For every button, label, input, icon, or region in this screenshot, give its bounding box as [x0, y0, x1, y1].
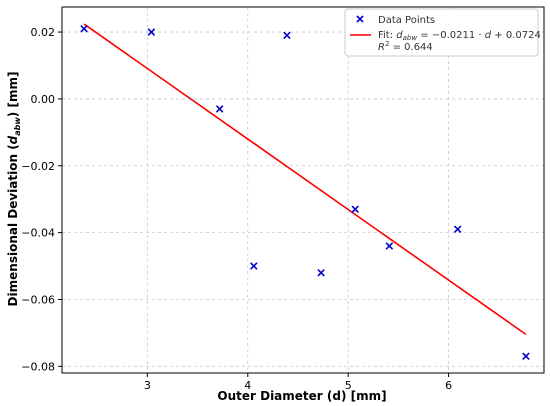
x-axis-label: Outer Diameter (d) [mm] [217, 389, 386, 403]
grid [62, 7, 544, 373]
data-point [250, 262, 258, 270]
data-point [522, 352, 530, 361]
x-tick-label: 6 [445, 379, 452, 392]
axis-ticks: 3 4 5 6 0.02 0.00 −0.02 −0.04 −0.06 −0.08 [21, 26, 452, 392]
data-point [215, 105, 224, 113]
y-tick-label: −0.02 [21, 160, 55, 173]
legend-label-fit: Fit: dabw = −0.0211 · d + 0.0724 [378, 30, 541, 42]
y-tick-label: 0.02 [31, 26, 56, 39]
legend-box [344, 8, 539, 57]
data-point [351, 205, 359, 213]
y-tick-label: −0.08 [21, 360, 55, 373]
legend-marker-x [356, 15, 364, 23]
y-tick-label: −0.06 [21, 293, 55, 306]
data-point [453, 225, 462, 234]
data-point [147, 28, 156, 36]
legend: Data Points Fit: dabw = −0.0211 · d + 0.… [344, 8, 541, 57]
y-axis-label-main: Dimensional Deviation ( [6, 144, 20, 306]
data-point [80, 24, 88, 33]
data-point [317, 268, 325, 277]
legend-label-data-points: Data Points [378, 15, 435, 26]
data-point [283, 31, 291, 40]
x-tick-label: 4 [244, 379, 251, 392]
x-tick-label: 5 [345, 379, 352, 392]
y-axis-label: Dimensional Deviation (dabw) [mm] [6, 72, 22, 307]
y-tick-label: −0.04 [21, 227, 55, 240]
legend-label-r2: R2 = 0.644 [378, 40, 433, 53]
y-tick-label: 0.00 [31, 93, 56, 106]
plot-frame [61, 6, 545, 374]
data-marks [80, 23, 530, 361]
x-tick-label: 3 [144, 379, 151, 392]
data-point [385, 242, 394, 250]
fit-line [83, 23, 527, 336]
